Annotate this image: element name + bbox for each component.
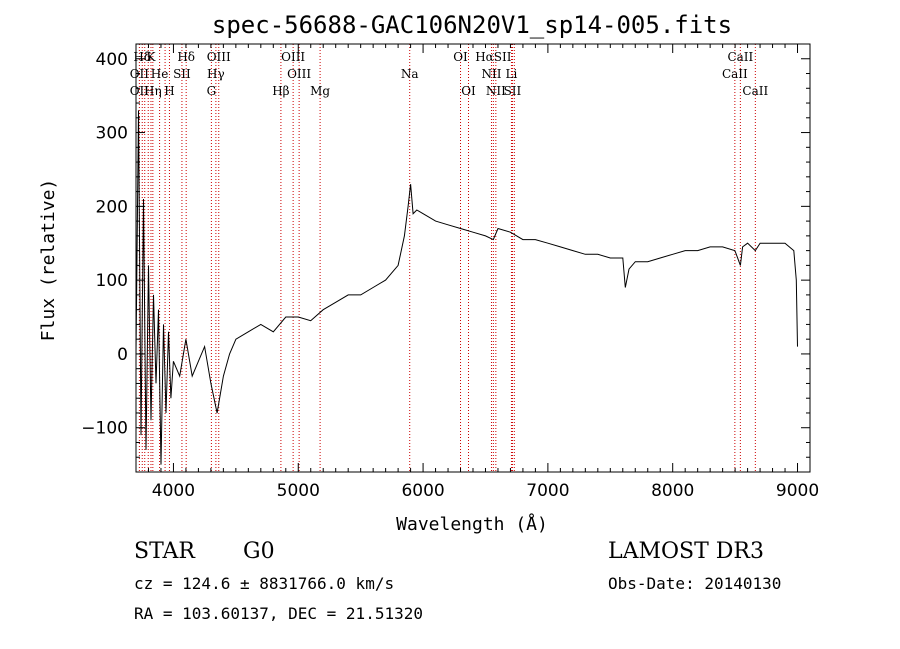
spectral-line-label: NII xyxy=(481,67,501,81)
spectral-line-label: H xyxy=(164,84,174,98)
spectral-line-label: Mg xyxy=(310,84,330,98)
y-tick-label: 0 xyxy=(117,345,128,365)
spectral-line-label: NII xyxy=(486,84,506,98)
spectral-line-label: OIII xyxy=(281,50,305,64)
spectral-line-label: CaII xyxy=(742,84,768,98)
y-tick-label: 100 xyxy=(96,271,128,291)
y-tick-label: 400 xyxy=(96,50,128,70)
x-tick-label: 6000 xyxy=(401,481,444,501)
spectral-line-label: HαSII xyxy=(475,50,512,64)
y-axis-label: Flux (relative) xyxy=(38,179,59,342)
spectral-line-label: CaII xyxy=(722,67,748,81)
y-tick-label: −100 xyxy=(81,419,128,439)
spectral-line-label: He xyxy=(151,67,169,81)
spectral-line-label: SII xyxy=(504,84,522,98)
x-tick-label: 7000 xyxy=(526,481,569,501)
redshift-value: cz = 124.6 ± 8831766.0 km/s xyxy=(134,574,395,593)
plot-frame xyxy=(135,43,811,473)
y-tick-label: 300 xyxy=(96,124,128,144)
spectral-line-label: Hδ xyxy=(177,50,195,64)
x-tick-label: 4000 xyxy=(152,481,195,501)
flux-series-line xyxy=(135,110,798,465)
spectral-line-label: OI xyxy=(453,50,468,64)
chart-title: spec-56688-GAC106N20V1_sp14-005.fits xyxy=(212,11,732,39)
x-tick-label: 8000 xyxy=(651,481,694,501)
observation-date: Obs-Date: 20140130 xyxy=(608,574,782,593)
y-tick-label: 200 xyxy=(96,197,128,217)
spectral-line-label: Na xyxy=(401,67,419,81)
spectral-subclass: G0 xyxy=(243,539,275,564)
spectral-line-markers xyxy=(138,44,756,472)
spectral-line-label: SII xyxy=(173,67,191,81)
x-tick-label: 5000 xyxy=(277,481,320,501)
coordinates: RA = 103.60137, DEC = 21.51320 xyxy=(134,604,423,623)
spectral-line-label: Hβ xyxy=(272,84,289,98)
x-axis-label: Wavelength (Å) xyxy=(396,513,548,535)
spectral-line-label: Hη xyxy=(144,84,162,98)
survey-name: LAMOST DR3 xyxy=(608,539,764,564)
spectral-line-label: Hγ xyxy=(207,67,225,81)
x-axis-ticks: 4000 5000 6000 7000 8000 9000 xyxy=(135,44,819,501)
spectral-line-label: Li xyxy=(506,67,518,81)
spectral-line-label: OII xyxy=(130,84,150,98)
spectral-line-label: OIII xyxy=(287,67,311,81)
spectral-line-label: Hδ xyxy=(133,50,151,64)
object-type: STAR xyxy=(134,539,195,564)
spectral-line-label: CaII xyxy=(727,50,753,64)
x-tick-label: 9000 xyxy=(776,481,819,501)
spectral-line-label: K xyxy=(146,50,156,64)
spectral-line-label: OI xyxy=(461,84,476,98)
spectral-line-label: G xyxy=(207,84,217,98)
spectral-line-label: OIII xyxy=(207,50,231,64)
y-axis-ticks: −100 0 100 200 300 400 xyxy=(81,43,810,473)
